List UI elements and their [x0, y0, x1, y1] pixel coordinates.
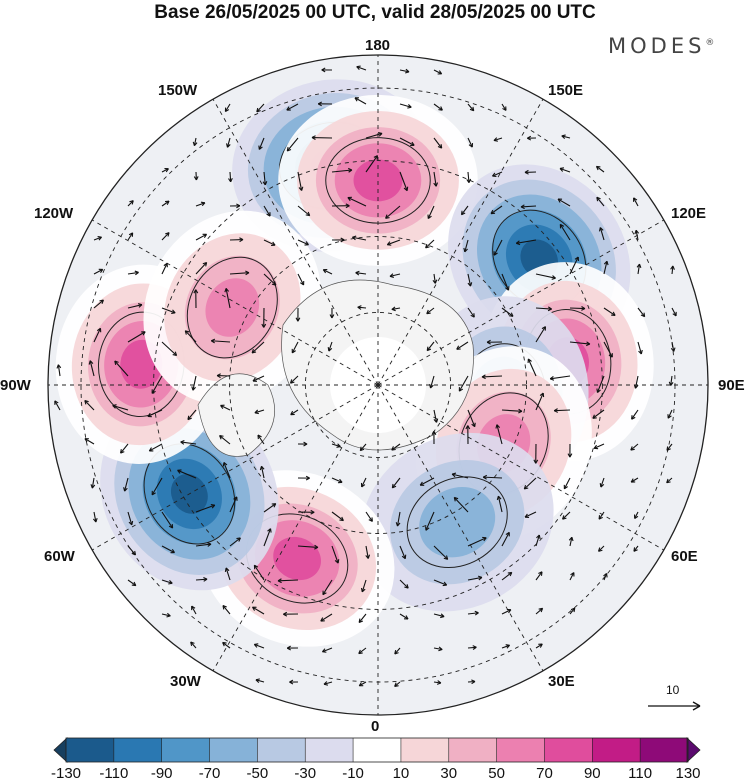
colorbar-min-extension	[53, 737, 68, 763]
lon-label-0: 0	[371, 718, 380, 735]
colorbar-tick-label: -70	[198, 765, 221, 782]
colorbar-tick-label: 130	[675, 765, 701, 782]
lon-label-90e: 90E	[718, 377, 745, 394]
lon-label-60w: 60W	[44, 548, 75, 565]
chart-title: Base 26/05/2025 00 UTC, valid 28/05/2025…	[154, 2, 596, 23]
colorbar-swatch	[209, 738, 258, 762]
colorbar-tick-label: 110	[628, 765, 653, 782]
lon-label-30w: 30W	[170, 673, 201, 690]
colorbar	[53, 737, 701, 763]
colorbar-swatch	[592, 738, 641, 762]
colorbar-tick-label: -110	[99, 765, 129, 782]
colorbar-tick-label: 50	[488, 765, 505, 782]
colorbar-tick-label: 10	[392, 765, 410, 782]
modes-logo: MODES®	[608, 34, 715, 58]
positive-anomaly-center	[143, 210, 322, 405]
colorbar-tick-label: -130	[50, 765, 82, 782]
colorbar-swatch	[353, 738, 402, 762]
colorbar-tick-label: 30	[440, 765, 458, 782]
colorbar-tick-label: -30	[294, 765, 317, 782]
colorbar-tick-label: -10	[342, 765, 364, 782]
lon-label-90w: 90W	[0, 377, 31, 394]
colorbar-swatch	[640, 738, 689, 762]
colorbar-swatch	[113, 738, 163, 762]
reference-vector-label: 10	[666, 683, 680, 697]
colorbar-max-extension	[686, 737, 701, 763]
colorbar-tick-label: -50	[246, 765, 269, 782]
graticule	[48, 55, 708, 715]
lon-label-150w: 150W	[158, 82, 198, 99]
lon-label-60e: 60E	[671, 548, 698, 565]
colorbar-swatch	[305, 738, 354, 762]
colorbar-swatch	[448, 738, 498, 762]
colorbar-tick-label: 90	[583, 765, 601, 782]
negative-anomaly-center	[360, 432, 554, 612]
wind-vectors	[54, 65, 677, 688]
colorbar-tick-label: -90	[150, 765, 173, 782]
positive-anomaly-center	[55, 264, 227, 464]
map-boundary	[47, 54, 709, 716]
lon-label-30e: 30E	[548, 673, 575, 690]
lon-label-150e: 150E	[548, 82, 584, 99]
colorbar-swatch	[496, 738, 545, 762]
colorbar-swatch	[161, 738, 211, 762]
positive-anomaly-center	[278, 94, 478, 266]
lon-label-180: 180	[365, 37, 391, 54]
colorbar-tick-label: 70	[536, 765, 553, 782]
colorbar-swatch	[400, 738, 450, 762]
lon-label-120w: 120W	[34, 205, 74, 222]
lon-label-120e: 120E	[671, 205, 707, 222]
colorbar-swatch	[257, 738, 306, 762]
colorbar-swatch	[544, 738, 593, 762]
reference-vector	[648, 701, 701, 711]
colorbar-swatch	[66, 738, 115, 762]
